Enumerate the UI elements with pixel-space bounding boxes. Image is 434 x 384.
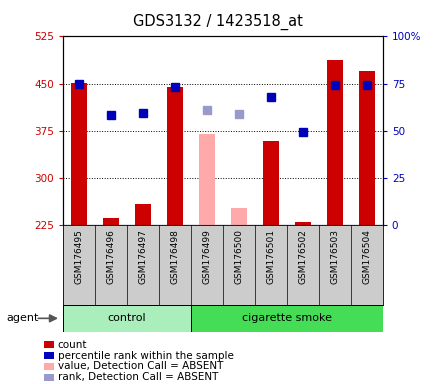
Text: control: control [108, 313, 146, 323]
Bar [167, 87, 183, 225]
Text: cigarette smoke: cigarette smoke [241, 313, 331, 323]
Bar [191, 305, 382, 332]
Text: GDS3132 / 1423518_at: GDS3132 / 1423518_at [132, 13, 302, 30]
Text: percentile rank within the sample: percentile rank within the sample [58, 351, 233, 361]
Text: GSM176501: GSM176501 [266, 229, 275, 284]
Text: count: count [58, 340, 87, 350]
Bar [198, 134, 214, 225]
Text: agent: agent [7, 313, 39, 323]
Text: GSM176502: GSM176502 [298, 229, 307, 283]
Bar [358, 71, 374, 225]
Text: rank, Detection Call = ABSENT: rank, Detection Call = ABSENT [58, 372, 218, 382]
Bar [326, 60, 342, 225]
Bar [294, 222, 310, 225]
Text: GSM176497: GSM176497 [138, 229, 147, 283]
Bar [135, 204, 151, 225]
Text: GSM176499: GSM176499 [202, 229, 211, 283]
Text: GSM176500: GSM176500 [234, 229, 243, 284]
Bar [63, 305, 191, 332]
Text: GSM176503: GSM176503 [329, 229, 339, 284]
Text: value, Detection Call = ABSENT: value, Detection Call = ABSENT [58, 361, 223, 371]
Text: GSM176498: GSM176498 [170, 229, 179, 283]
Bar [230, 208, 247, 225]
Bar [103, 218, 119, 225]
Bar [262, 141, 278, 225]
Text: GSM176495: GSM176495 [74, 229, 83, 283]
Bar [71, 83, 87, 225]
Text: GSM176504: GSM176504 [362, 229, 371, 283]
Text: GSM176496: GSM176496 [106, 229, 115, 283]
